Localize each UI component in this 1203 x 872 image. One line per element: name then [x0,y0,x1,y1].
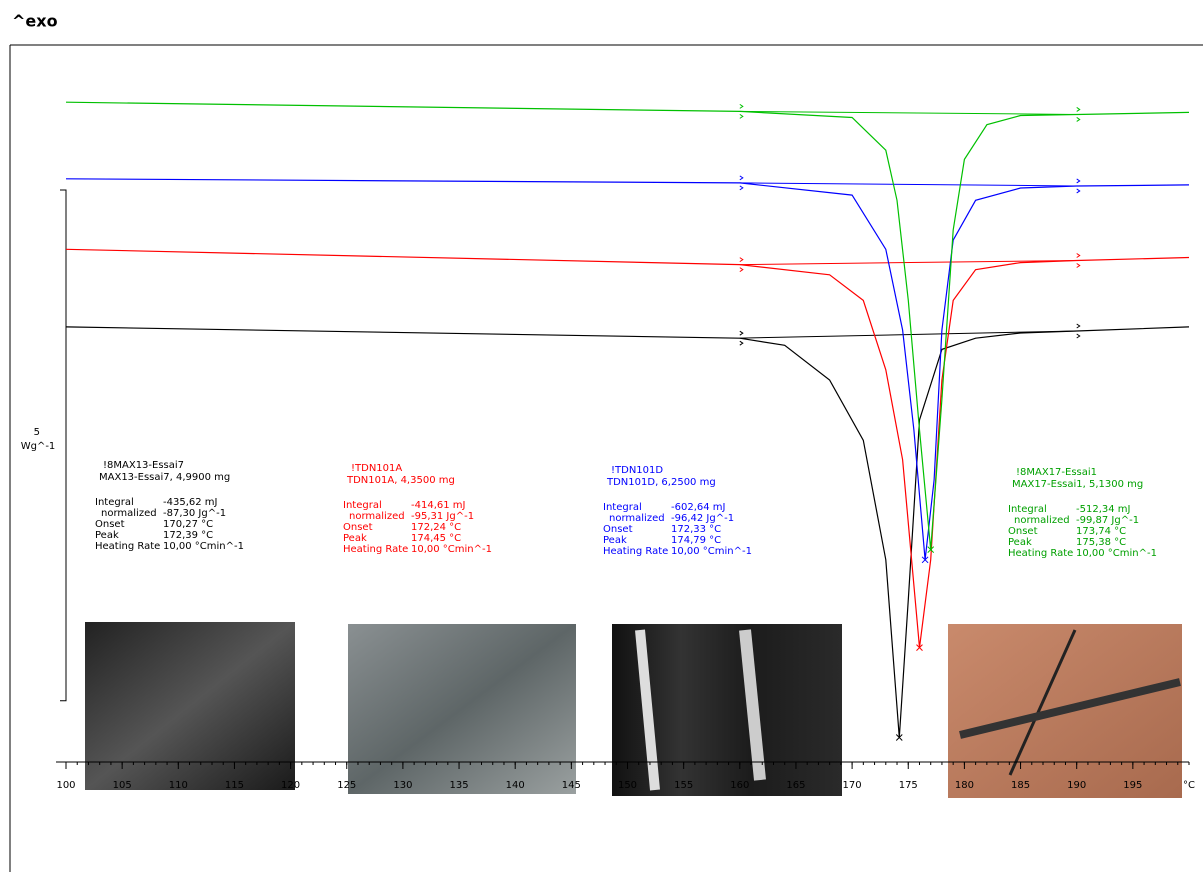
annotation-value: -99,87 Jg^-1 [1076,515,1139,526]
annotation-line: MAX13-Essai7, 4,9900 mg [99,472,230,483]
x-tick-label: 100 [56,780,75,791]
annotation-label: Integral [343,500,382,511]
annotation-value: -435,62 mJ [163,497,217,508]
scale-value: 5 [34,427,40,438]
chart-title: ^exo [12,12,58,31]
annotation-line: TDN101A, 4,3500 mg [346,475,455,486]
annotation-label: Onset [343,522,373,533]
photo [348,624,576,794]
x-tick-label: 130 [393,780,412,791]
photo-detail [1008,629,1077,776]
annotation-value: 10,00 °Cmin^-1 [163,541,244,552]
peak-marker [916,644,923,651]
curve [65,178,1190,560]
baseline [739,110,1077,115]
peak-marker [927,546,935,553]
annotation-value: 174,45 °C [411,533,461,544]
annotation-line: MAX17-Essai1, 5,1300 mg [1012,479,1143,490]
annotation-label: Heating Rate [603,546,668,557]
annotation-value: 172,24 °C [411,522,461,533]
photo-detail [739,629,766,781]
peak-marker [921,556,929,564]
annotation-label: Peak [95,530,119,541]
x-tick-label: 175 [899,780,918,791]
annotation-value: 10,00 °Cmin^-1 [671,546,752,557]
x-tick-label: 195 [1123,780,1142,791]
annotation-value: 170,27 °C [163,519,213,530]
x-tick-label: 145 [562,780,581,791]
baseline [739,260,1077,266]
annotation-label: Integral [1008,504,1047,515]
x-tick-label: 115 [225,780,244,791]
annotation-label: normalized [1014,515,1070,526]
annotation-line: TDN101D, 6,2500 mg [606,477,716,488]
annotation-value: 174,79 °C [671,535,721,546]
annotation-label: Heating Rate [343,544,408,555]
limit-marker [739,175,744,191]
x-tick-label: 140 [506,780,525,791]
limit-marker [739,257,744,273]
annotation-line: !TDN101D [611,465,663,476]
x-tick-label: 165 [786,780,805,791]
x-tick-label: 180 [955,780,974,791]
annotation-value: -87,30 Jg^-1 [163,508,226,519]
annotation-value: 172,33 °C [671,524,721,535]
limit-marker [739,330,744,346]
annotation-label: Integral [603,502,642,513]
annotation-label: Peak [603,535,627,546]
x-unit: °C [1183,780,1195,791]
limit-marker [1076,107,1081,122]
x-tick-label: 125 [337,780,356,791]
annotation-value: 173,74 °C [1076,526,1126,537]
x-tick-label: 170 [843,780,862,791]
annotation-value: -512,34 mJ [1076,504,1130,515]
annotation-label: Onset [1008,526,1038,537]
limit-marker [1076,323,1081,339]
photos [85,622,1182,798]
x-tick-label: 135 [450,780,469,791]
annotation-label: Heating Rate [1008,548,1073,559]
peak-marker [895,734,903,741]
x-tick-label: 120 [281,780,300,791]
annotation-value: -96,42 Jg^-1 [671,513,734,524]
annotation-label: Onset [603,524,633,535]
photo-detail [959,678,1181,739]
photo-detail [635,629,660,791]
annotation-line: !8MAX17-Essai1 [1016,467,1097,478]
x-tick-label: 155 [674,780,693,791]
annotation-label: Onset [95,519,125,530]
annotation-label: Heating Rate [95,541,160,552]
x-tick-label: 105 [113,780,132,791]
baseline [739,182,1077,187]
limit-marker [1076,178,1081,194]
x-tick-label: 185 [1011,780,1030,791]
annotation-value: 172,39 °C [163,530,213,541]
annotation-label: normalized [101,508,157,519]
annotation-value: 10,00 °Cmin^-1 [411,544,492,555]
annotation-value: -414,61 mJ [411,500,465,511]
annotation-label: Peak [1008,537,1032,548]
scale-bar [60,189,67,702]
annotation-label: Peak [343,533,367,544]
x-tick-label: 150 [618,780,637,791]
curve [65,326,1190,738]
annotation-value: -602,64 mJ [671,502,725,513]
limit-marker [1076,253,1081,268]
annotation-value: 175,38 °C [1076,537,1126,548]
annotation-line: !TDN101A [351,463,402,474]
annotation-label: normalized [609,513,665,524]
x-tick-label: 160 [730,780,749,791]
annotation-value: -95,31 Jg^-1 [411,511,474,522]
annotation-label: Integral [95,497,134,508]
baseline [739,330,1077,339]
x-tick-label: 190 [1067,780,1086,791]
limit-marker [739,103,744,119]
annotation-label: normalized [349,511,405,522]
annotation-line: !8MAX13-Essai7 [103,460,184,471]
x-tick-label: 110 [169,780,188,791]
annotation-value: 10,00 °Cmin^-1 [1076,548,1157,559]
scale-unit: Wg^-1 [21,441,56,452]
curve [65,248,1190,648]
